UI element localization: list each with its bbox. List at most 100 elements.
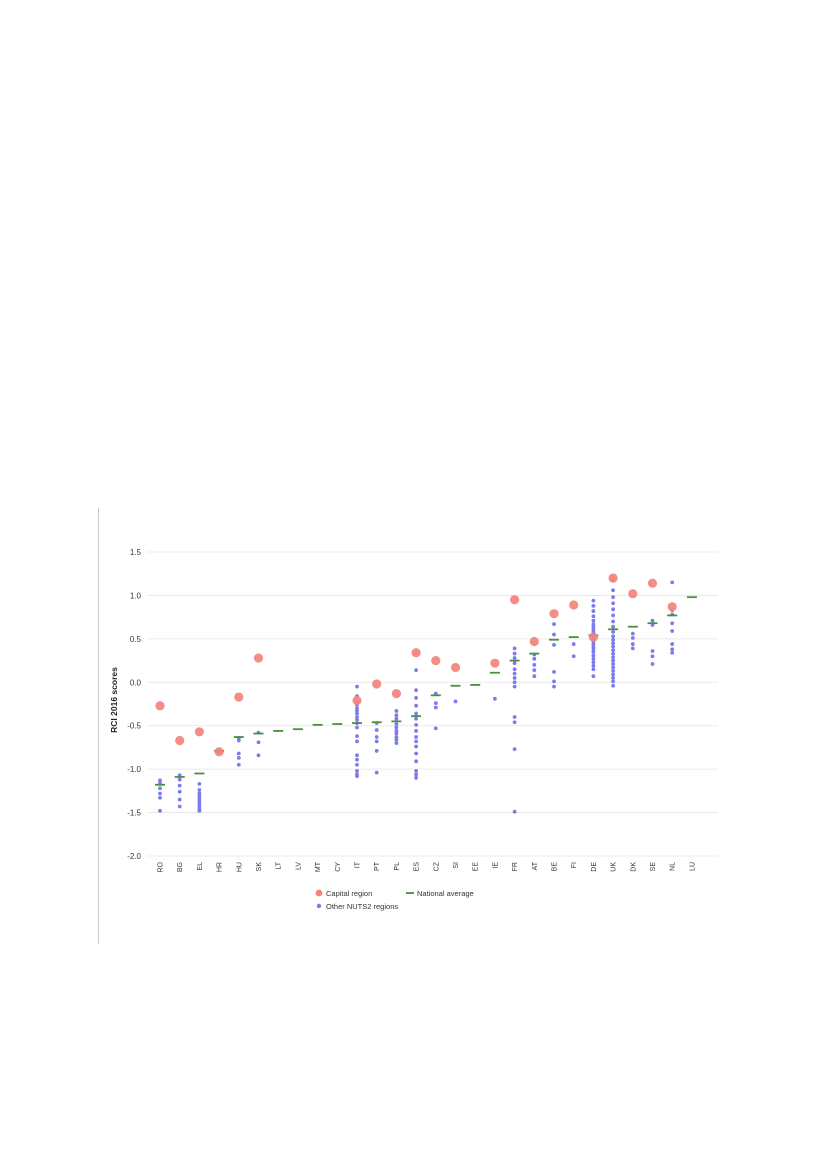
capital-region-point: [647, 578, 658, 588]
legend-other-label: Other NUTS2 regions: [326, 902, 398, 911]
x-tick-label: FI: [571, 862, 578, 868]
other-region-point: [414, 775, 418, 780]
other-region-point: [414, 768, 418, 773]
other-region-point: [552, 643, 556, 647]
other-region-point: [611, 637, 615, 642]
other-region-point: [355, 715, 359, 719]
legend-other-marker: [316, 903, 322, 909]
other-region-point: [355, 711, 359, 716]
other-region-point: [177, 797, 182, 802]
other-region-point: [512, 680, 517, 685]
x-tick-label: SE: [650, 862, 657, 872]
other-region-point: [611, 662, 615, 666]
other-region-point: [591, 624, 596, 629]
other-region-point: [630, 636, 635, 640]
x-tick-label: PL: [394, 862, 401, 871]
other-region-point: [355, 706, 359, 711]
other-region-point: [394, 737, 399, 742]
other-region-point: [591, 627, 596, 632]
x-tick-label: MT: [315, 861, 322, 872]
other-region-point: [197, 804, 202, 809]
national-average-layer: [155, 596, 697, 786]
other-region-point: [493, 696, 497, 701]
other-region-point: [414, 739, 418, 744]
other-region-point: [532, 656, 537, 661]
capital-region-layer: [155, 573, 677, 757]
other-region-point: [158, 795, 162, 800]
x-tick-label: LU: [689, 862, 696, 871]
x-tick-label: BE: [552, 862, 559, 872]
other-region-point: [236, 738, 241, 743]
x-tick-label: HU: [236, 862, 243, 872]
other-region-point: [394, 741, 399, 745]
y-tick-label: -0.5: [127, 722, 141, 731]
other-region-point: [670, 629, 675, 633]
x-tick-label: AT: [532, 861, 539, 870]
other-region-point: [414, 751, 418, 756]
other-region-point: [197, 796, 202, 801]
capital-region-point: [372, 679, 382, 689]
y-axis-ticks: 1.5 1.0 0.5 0.0 -0.5 -1.0 -1.5 -2.0: [127, 548, 141, 861]
other-region-point: [512, 747, 517, 752]
other-region-point: [236, 755, 241, 760]
other-region-point: [591, 674, 596, 679]
other-region-point: [197, 791, 202, 796]
x-tick-label: EL: [197, 862, 204, 871]
capital-region-point: [588, 632, 599, 642]
x-tick-label: UK: [611, 862, 618, 872]
other-region-point: [611, 613, 615, 618]
x-tick-label: LV: [295, 862, 302, 870]
other-region-point: [197, 808, 202, 813]
capital-region-point: [234, 692, 244, 702]
other-region-point: [512, 661, 517, 666]
capital-region-point: [549, 609, 559, 619]
grid-lines: [148, 551, 718, 857]
x-tick-label: CY: [335, 862, 342, 872]
other-region-point: [650, 654, 655, 659]
other-region-point: [197, 794, 202, 798]
capital-region-point: [431, 655, 441, 666]
other-region-point: [236, 762, 241, 767]
other-region-point: [355, 774, 359, 778]
capital-region-point: [411, 648, 421, 658]
other-region-point: [158, 791, 162, 796]
other-region-point: [355, 768, 359, 773]
y-tick-label: -2.0: [127, 852, 141, 861]
x-tick-label: PT: [374, 861, 381, 871]
capital-region-point: [667, 602, 677, 612]
other-region-point: [414, 735, 418, 739]
other-region-point: [394, 735, 399, 739]
other-region-point: [512, 651, 517, 656]
other-region-point: [611, 683, 615, 688]
other-region-point: [591, 614, 596, 619]
other-region-point: [512, 720, 517, 725]
other-region-point: [611, 588, 615, 593]
other-region-point: [611, 651, 615, 656]
other-region-point: [611, 644, 615, 649]
other-region-point: [197, 799, 202, 804]
other-region-point: [611, 619, 615, 624]
other-region-point: [374, 770, 379, 775]
other-region-point: [414, 729, 418, 733]
legend: Capital region National average Other NU…: [315, 889, 474, 911]
other-region-point: [532, 668, 537, 673]
other-region-point: [394, 731, 399, 736]
other-region-point: [374, 735, 379, 739]
other-region-point: [611, 648, 615, 653]
other-region-point: [552, 684, 556, 689]
other-region-point: [650, 662, 655, 666]
other-region-point: [611, 655, 615, 659]
capital-region-point: [352, 695, 362, 706]
other-region-point: [591, 649, 596, 654]
other-region-point: [414, 688, 418, 693]
other-region-point: [611, 641, 615, 646]
other-region-point: [611, 669, 615, 673]
capital-region-point: [628, 589, 638, 599]
other-region-point: [552, 679, 556, 684]
other-region-point: [158, 778, 162, 783]
other-region-point: [552, 622, 556, 626]
other-region-point: [650, 618, 655, 623]
other-region-point: [433, 726, 438, 731]
other-region-point: [591, 598, 596, 603]
other-region-point: [591, 603, 596, 608]
